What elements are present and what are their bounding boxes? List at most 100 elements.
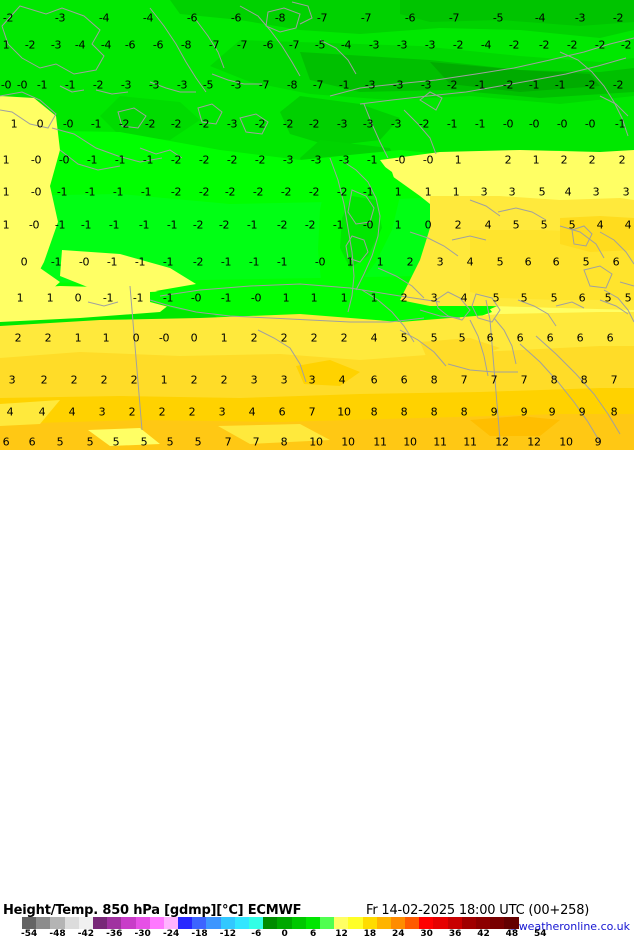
grid-value: -2 xyxy=(308,185,320,199)
grid-value: 2 xyxy=(188,405,196,419)
colorbar-swatch xyxy=(206,917,221,929)
grid-value: -1 xyxy=(248,255,260,269)
grid-value: -1 xyxy=(166,218,178,232)
grid-value: -2 xyxy=(280,185,292,199)
temperature-colorbar[interactable] xyxy=(22,917,519,929)
colorbar-swatch xyxy=(376,917,391,929)
field-yellow-patch-sw xyxy=(0,400,60,426)
grid-value: -2 xyxy=(198,117,210,131)
colorbar-tick-label: -42 xyxy=(77,929,95,939)
grid-value: -0 xyxy=(78,255,90,269)
field-gold-patch-a xyxy=(296,360,360,386)
grid-value: -1 xyxy=(54,218,66,232)
colorbar-tick-label: -48 xyxy=(49,929,66,939)
grid-value: 0 xyxy=(132,331,140,345)
grid-value: 3 xyxy=(622,185,630,199)
grid-value: -0 xyxy=(556,117,568,131)
grid-value: -1 xyxy=(50,255,62,269)
grid-value: -1 xyxy=(446,117,458,131)
grid-value: -3 xyxy=(420,78,432,92)
grid-value: 4 xyxy=(596,218,604,232)
grid-value: 8 xyxy=(550,373,558,387)
grid-value: -0 xyxy=(314,255,326,269)
grid-value: 2 xyxy=(618,153,626,167)
grid-value: 10 xyxy=(559,435,573,449)
grid-value: 8 xyxy=(400,405,408,419)
grid-value: 2 xyxy=(406,255,414,269)
grid-value: -1 xyxy=(162,291,174,305)
grid-value: -2 xyxy=(224,185,236,199)
grid-value: 4 xyxy=(248,405,256,419)
grid-value: 1 xyxy=(102,331,110,345)
colorbar-swatch xyxy=(78,917,93,929)
map-field-svg xyxy=(0,0,634,450)
grid-value: -1 xyxy=(106,255,118,269)
grid-value: -2 xyxy=(584,78,596,92)
grid-value: 5 xyxy=(56,435,64,449)
copyright-credit-link[interactable]: ©weatheronline.co.uk xyxy=(507,920,630,933)
grid-value: -2 xyxy=(452,38,464,52)
grid-value: -2 xyxy=(502,78,514,92)
grid-value: 2 xyxy=(44,331,52,345)
grid-value: 3 xyxy=(218,405,226,419)
grid-value: 7 xyxy=(610,373,618,387)
grid-value: -5 xyxy=(314,38,326,52)
grid-value: 2 xyxy=(454,218,462,232)
grid-value: -1 xyxy=(86,153,98,167)
grid-value: 5 xyxy=(496,255,504,269)
grid-value: -3 xyxy=(392,78,404,92)
grid-value: -1 xyxy=(528,78,540,92)
map-footer: Height/Temp. 850 hPa [gdmp][°C] ECMWF Fr… xyxy=(0,450,634,939)
grid-value: -3 xyxy=(230,78,242,92)
grid-value: -8 xyxy=(180,38,192,52)
colorbar-tick-label: -6 xyxy=(251,929,262,939)
grid-value: 1 xyxy=(532,153,540,167)
grid-value: 1 xyxy=(2,185,10,199)
field-yellow-patch-s2 xyxy=(218,424,330,444)
colorbar-swatch xyxy=(220,917,235,929)
field-yellow-morocco xyxy=(0,96,60,306)
grid-value: 3 xyxy=(436,255,444,269)
colorbar-swatch xyxy=(163,917,179,929)
grid-value: -1 xyxy=(90,117,102,131)
colorbar-swatch xyxy=(490,917,505,929)
grid-value: -2 xyxy=(198,153,210,167)
grid-value: 3 xyxy=(480,185,488,199)
grid-value: -3 xyxy=(390,117,402,131)
grid-value: 4 xyxy=(466,255,474,269)
grid-value: 9 xyxy=(594,435,602,449)
weather-map-canvas[interactable]: -2 -3 -4 -4 -6 -6 -8 -7 -7 -6 -7 -5 -4 -3 -2 1 -2 -3 -4 -4-… xyxy=(0,0,634,450)
field-orange-hot-core xyxy=(470,416,560,436)
grid-value: 8 xyxy=(280,435,288,449)
grid-value: -1 xyxy=(276,255,288,269)
grid-value: 0 xyxy=(74,291,82,305)
grid-value: 3 xyxy=(98,405,106,419)
grid-value: 2 xyxy=(100,373,108,387)
grid-value: 1 xyxy=(46,291,54,305)
grid-value: -2 xyxy=(620,38,632,52)
grid-value: -0 xyxy=(502,117,514,131)
field-yellow-patch-s xyxy=(88,428,160,446)
colorbar-tick-label: 48 xyxy=(505,929,519,939)
grid-value: 3 xyxy=(308,373,316,387)
grid-value: 6 xyxy=(576,331,584,345)
grid-value: -1 xyxy=(362,185,374,199)
grid-value: -2 xyxy=(304,218,316,232)
grid-value: 10 xyxy=(403,435,417,449)
grid-value: -4 xyxy=(100,38,112,52)
grid-value: -2 xyxy=(92,78,104,92)
field-green-levant-core xyxy=(340,196,382,268)
grid-value: -2 xyxy=(218,218,230,232)
grid-value: -3 xyxy=(396,38,408,52)
grid-value: 7 xyxy=(460,373,468,387)
grid-value: -2 xyxy=(508,38,520,52)
grid-value: 10 xyxy=(309,435,323,449)
grid-value: -2 xyxy=(192,218,204,232)
grid-value: 3 xyxy=(430,291,438,305)
grid-value: -2 xyxy=(566,38,578,52)
grid-value: 5 xyxy=(512,218,520,232)
grid-value: 9 xyxy=(520,405,528,419)
grid-value: 1 xyxy=(452,185,460,199)
colorbar-swatch xyxy=(135,917,150,929)
